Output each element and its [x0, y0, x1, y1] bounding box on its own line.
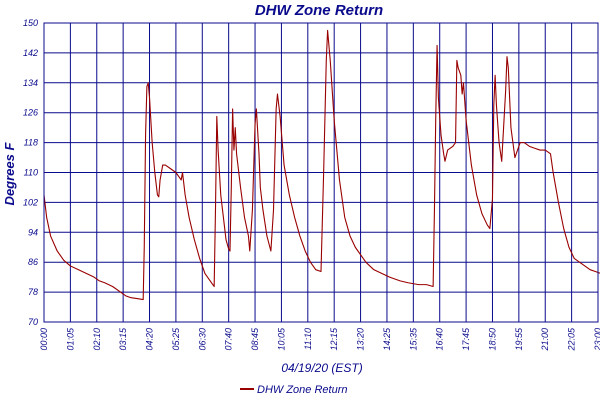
- x-tick-label: 02:10: [92, 328, 102, 351]
- y-tick-label: 134: [23, 78, 38, 88]
- x-tick-label: 05:25: [171, 327, 181, 351]
- x-tick-label: 08:45: [250, 327, 260, 351]
- x-tick-label: 19:55: [514, 327, 524, 351]
- y-tick-label: 126: [23, 108, 38, 118]
- x-tick-label: 14:25: [382, 327, 392, 351]
- y-tick-label: 102: [23, 197, 38, 207]
- x-tick-label: 04:20: [145, 328, 155, 351]
- x-tick-label: 13:20: [356, 328, 366, 351]
- legend-label: DHW Zone Return: [257, 384, 347, 396]
- y-tick-label: 118: [24, 138, 38, 148]
- x-tick-label: 18:50: [487, 328, 497, 351]
- x-tick-label: 01:05: [65, 327, 75, 351]
- y-tick-label: 142: [23, 48, 38, 58]
- x-axis-label: 04/19/20 (EST): [281, 361, 362, 375]
- y-tick-label: 94: [28, 227, 38, 237]
- series-group: [43, 29, 600, 301]
- x-tick-label: 12:15: [329, 327, 339, 351]
- y-tick-labels: 70 78 86 94 102 110 118 126 134 142 150: [23, 18, 38, 327]
- x-tick-label: 06:30: [197, 328, 207, 351]
- y-tick-label: 110: [24, 168, 38, 178]
- x-tick-label: 21:00: [540, 328, 550, 352]
- legend: DHW Zone Return: [240, 384, 347, 396]
- x-tick-label: 16:40: [435, 328, 445, 351]
- x-tick-label: 03:15: [118, 327, 128, 351]
- x-tick-label: 00:00: [39, 328, 49, 351]
- x-tick-label: 17:45: [461, 327, 471, 351]
- chart-title: DHW Zone Return: [255, 2, 383, 19]
- x-tick-label: 15:35: [408, 327, 418, 351]
- x-tick-label: 10:05: [276, 327, 286, 351]
- x-tick-label: 22:05: [567, 327, 577, 352]
- x-tick-label: 07:40: [224, 328, 234, 351]
- x-tick-labels: 00:00 01:05 02:10 03:15 04:20 05:25 06:30 07:40…: [39, 327, 600, 352]
- y-tick-label: 86: [28, 257, 38, 267]
- y-axis-label: Degrees F: [2, 142, 17, 206]
- x-tick-label: 23:00: [593, 328, 600, 352]
- plot-grid: [43, 22, 599, 323]
- y-tick-label: 70: [28, 317, 38, 327]
- x-tick-label: 11:10: [303, 328, 313, 350]
- plot-frame: [43, 22, 599, 323]
- y-tick-label: 150: [23, 18, 38, 28]
- y-tick-label: 78: [28, 287, 38, 297]
- series-line: [43, 29, 600, 301]
